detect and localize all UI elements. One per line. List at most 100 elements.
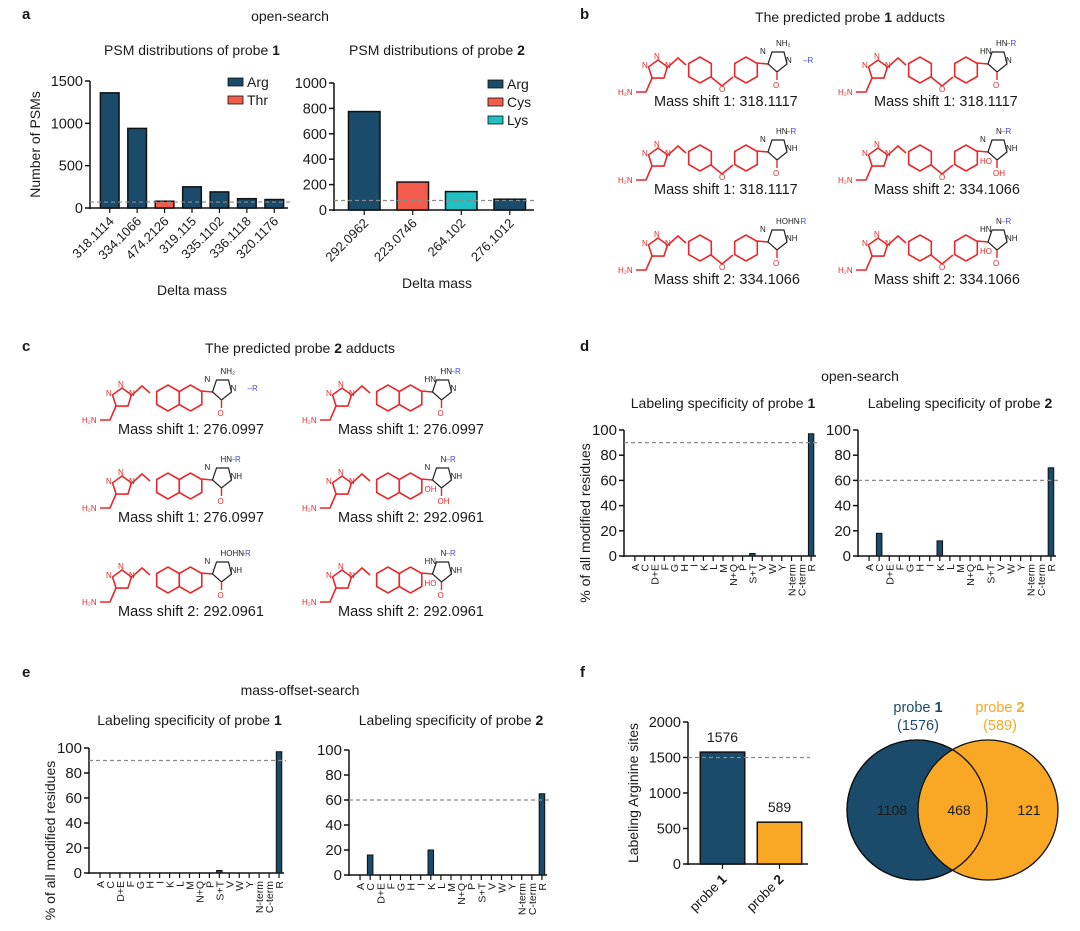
x-tick-label: V bbox=[486, 883, 498, 890]
triazole-ring bbox=[647, 147, 669, 167]
venn-set-name-prefix: probe bbox=[893, 700, 934, 716]
triazole-n-label: N bbox=[338, 380, 344, 389]
triazole-ring bbox=[867, 237, 889, 257]
triazole-ring bbox=[111, 569, 133, 589]
chart-specificity-offset-probe1: Labeling specificity of probe 1 0 20 40 60 80… bbox=[42, 712, 286, 921]
bar-C bbox=[875, 532, 883, 557]
aryl-bond bbox=[421, 478, 433, 481]
legend-swatch-arg bbox=[227, 77, 244, 87]
structure-caption: Mass shift 2: 334.1066 bbox=[654, 272, 800, 288]
x-tick-label: D+E bbox=[375, 883, 387, 904]
venn-only-probe1: 1108 bbox=[877, 802, 907, 818]
hydroxyl-label: HO bbox=[980, 247, 992, 256]
headgroup-bottom-label: O bbox=[218, 591, 224, 600]
amine-label: H₂N bbox=[82, 504, 97, 513]
bar-R bbox=[1047, 467, 1055, 557]
ether-bond bbox=[930, 254, 954, 266]
x-tick-label: A bbox=[864, 564, 876, 571]
chart-title: Labeling specificity of probe 1 bbox=[97, 712, 282, 728]
methylene-bond bbox=[351, 472, 371, 484]
structure-caption: Mass shift 1: 276.0997 bbox=[338, 422, 484, 438]
headgroup-right-label: NH bbox=[231, 566, 243, 575]
y-tick-label: 0 bbox=[319, 203, 327, 219]
chart-title-text: PSM distributions of probe bbox=[104, 42, 272, 58]
x-tick-label: R bbox=[1046, 564, 1058, 572]
headgroup-top-label: HN bbox=[996, 39, 1008, 48]
x-tick-label: S+T bbox=[985, 563, 997, 583]
x-tick-label: R bbox=[537, 883, 549, 891]
imidazolone-ring bbox=[767, 229, 788, 251]
venn-set-name-bold: 2 bbox=[1017, 700, 1025, 716]
x-tick-label: A bbox=[95, 881, 107, 888]
panel-letter-a: a bbox=[22, 6, 31, 23]
triazole-n-label: N bbox=[642, 149, 648, 158]
triazole-ring bbox=[867, 147, 889, 167]
aminomethyl-bond bbox=[100, 587, 117, 603]
triazole-n-label: N bbox=[862, 239, 868, 248]
x-tick-label: F bbox=[659, 564, 671, 570]
x-tick-label: D+E bbox=[884, 564, 896, 585]
headgroup-right-label: NH bbox=[1006, 234, 1018, 243]
x-tick-label: W bbox=[497, 883, 509, 893]
headgroup-right-label: N bbox=[786, 56, 792, 65]
x-tick-label: I bbox=[925, 564, 937, 567]
chart-title-bold: 2 bbox=[535, 712, 543, 728]
triazole-n-label: N bbox=[665, 61, 671, 70]
y-tick-label: 200 bbox=[303, 178, 327, 194]
headgroup-right-label: N bbox=[231, 384, 237, 393]
naphthalene-ring bbox=[398, 472, 423, 500]
chart-title-text: Labeling specificity of probe bbox=[868, 395, 1045, 411]
y-tick-label: 100 bbox=[592, 422, 617, 439]
x-tick-label: I bbox=[689, 564, 701, 567]
aminomethyl-bond bbox=[100, 493, 117, 509]
headgroup-bottom-label: O bbox=[218, 497, 224, 506]
r-group-label: –R bbox=[248, 384, 258, 393]
naphthalene-ring bbox=[178, 472, 203, 500]
y-tick-label: 20 bbox=[325, 842, 342, 859]
aminomethyl-bond bbox=[320, 587, 337, 603]
r-group-label: –R bbox=[1001, 217, 1011, 226]
section-title-a: open-search bbox=[251, 8, 329, 24]
ether-bond bbox=[710, 164, 734, 176]
headgroup-left-label: N bbox=[425, 463, 431, 472]
y-axis-label: % of all modified residues bbox=[42, 761, 58, 921]
structure-caption: Mass shift 2: 334.1066 bbox=[874, 272, 1020, 288]
panel-letter-f: f bbox=[580, 664, 585, 681]
x-tick-label: M bbox=[718, 564, 730, 573]
amine-label: H₂N bbox=[302, 416, 317, 425]
x-tick-label: G bbox=[904, 564, 916, 572]
headgroup-right-label: NH bbox=[231, 472, 243, 481]
amine-label: H₂N bbox=[838, 88, 853, 97]
y-tick-label: 100 bbox=[317, 742, 342, 759]
imidazolone-ring bbox=[431, 379, 453, 401]
y-tick-label: 0 bbox=[673, 857, 681, 873]
venn-set-total-2: (589) bbox=[983, 718, 1017, 734]
headgroup-bottom-label: O bbox=[438, 409, 444, 418]
triazole-n-label: N bbox=[862, 61, 868, 70]
x-tick-label: D+E bbox=[649, 564, 661, 585]
benzene-ring bbox=[687, 234, 713, 262]
r-group-label: –R bbox=[803, 56, 813, 65]
y-axis-label: Labeling Arginine sites bbox=[625, 723, 641, 863]
bar-319.115 bbox=[181, 186, 203, 209]
structure-caption: Mass shift 1: 318.1117 bbox=[654, 182, 798, 198]
naphthalene-ring bbox=[375, 384, 401, 412]
amine-label: H₂N bbox=[618, 88, 633, 97]
y-axis-label: Number of PSMs bbox=[27, 91, 43, 198]
x-tick-label: L bbox=[945, 564, 957, 570]
aminomethyl-bond bbox=[856, 255, 873, 271]
chart-specificity-open-probe1: Labeling specificity of probe 1 0 20 40 60 80… bbox=[580, 395, 818, 603]
triazole-n-label: N bbox=[349, 477, 355, 486]
triazole-n-label: N bbox=[654, 52, 660, 61]
headgroup-top-label: N bbox=[996, 217, 1002, 226]
headgroup-top-label: HN bbox=[441, 367, 453, 376]
chart-title: PSM distributions of probe 1 bbox=[104, 42, 280, 58]
benzene-ring bbox=[733, 234, 759, 262]
x-tick-label: V bbox=[224, 881, 236, 888]
benzene-ring bbox=[907, 234, 933, 262]
bar-318.1114 bbox=[99, 92, 120, 209]
benzene-ring bbox=[907, 144, 933, 172]
